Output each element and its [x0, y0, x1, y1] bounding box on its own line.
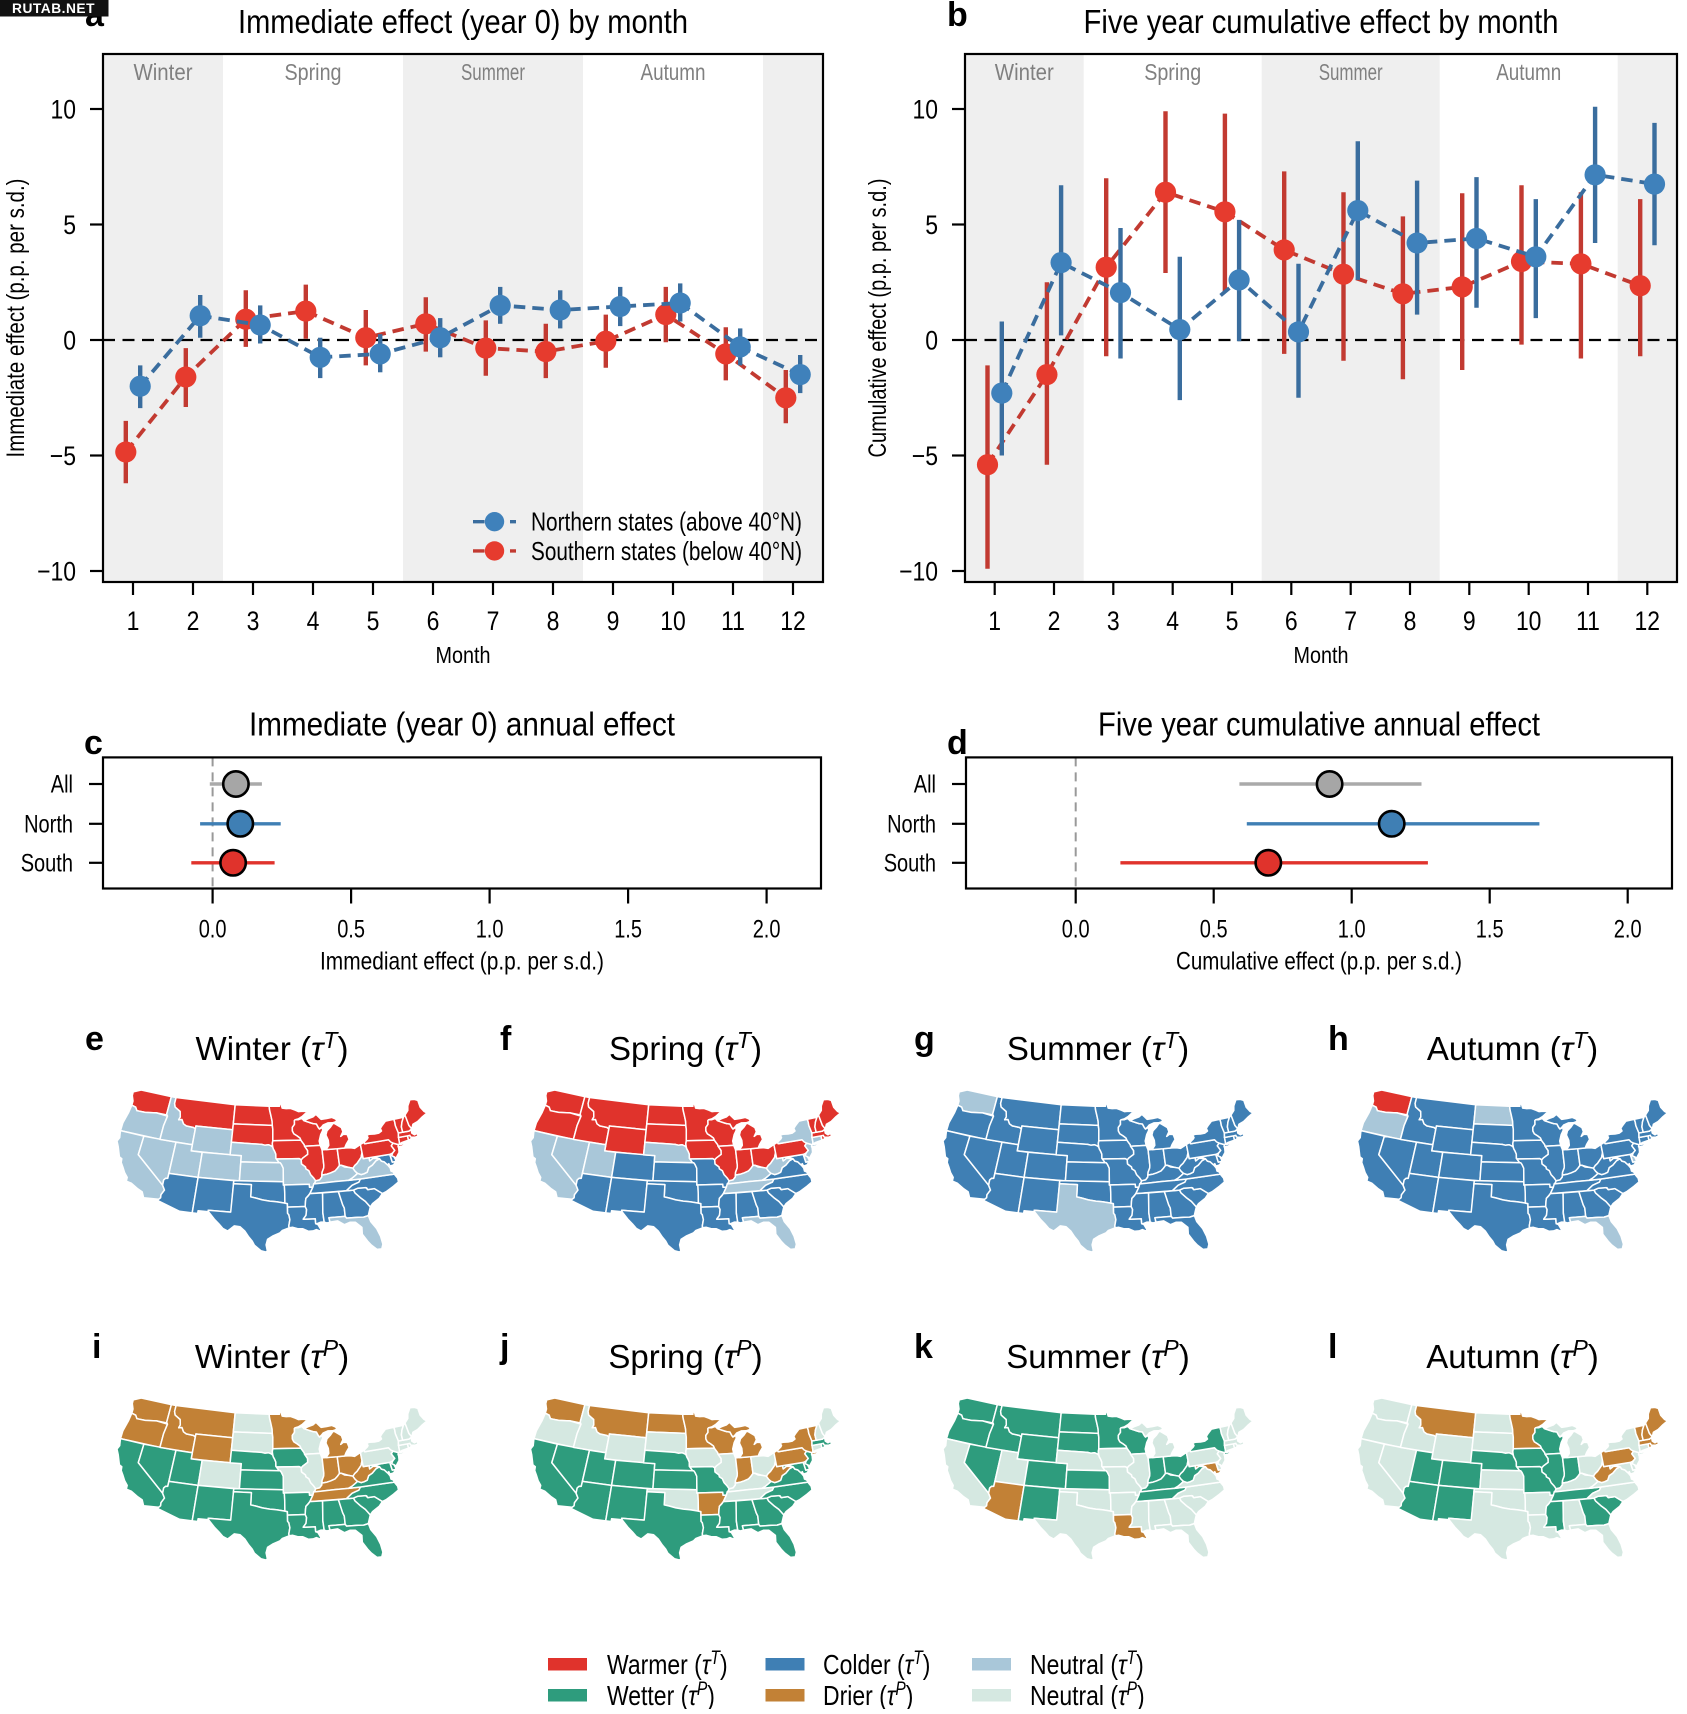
svg-text:12: 12: [1635, 606, 1661, 636]
svg-text:11: 11: [1576, 606, 1600, 636]
svg-text:4: 4: [1166, 606, 1179, 636]
svg-text:2.0: 2.0: [753, 916, 781, 944]
svg-text:−5: −5: [50, 441, 76, 471]
svg-text:Immediate effect (year 0) by m: Immediate effect (year 0) by month: [238, 3, 688, 40]
svg-text:6: 6: [1285, 606, 1298, 636]
svg-text:Immediate effect (p.p. per s.d: Immediate effect (p.p. per s.d.): [2, 179, 30, 458]
svg-text:Autumn (τP): Autumn (τP): [1426, 1335, 1599, 1375]
svg-text:North: North: [887, 810, 936, 838]
svg-text:Cumulative effect (p.p. per s.: Cumulative effect (p.p. per s.d.): [864, 179, 892, 458]
svg-text:5: 5: [1226, 606, 1239, 636]
svg-text:6: 6: [427, 606, 440, 636]
svg-text:i: i: [92, 1328, 101, 1366]
svg-text:Drier (τP): Drier (τP): [823, 1679, 913, 1709]
svg-text:j: j: [499, 1328, 509, 1366]
svg-text:Northern states (above 40°N): Northern states (above 40°N): [531, 507, 802, 537]
svg-text:Summer (τP): Summer (τP): [1006, 1335, 1190, 1375]
svg-text:2: 2: [1048, 606, 1061, 636]
svg-text:0.5: 0.5: [1200, 916, 1228, 944]
svg-text:5: 5: [925, 210, 938, 240]
svg-text:g: g: [914, 1020, 935, 1058]
svg-text:1.0: 1.0: [1338, 916, 1366, 944]
svg-text:0.0: 0.0: [199, 916, 227, 944]
svg-text:Summer: Summer: [461, 59, 525, 85]
svg-text:5: 5: [367, 606, 380, 636]
svg-text:1.0: 1.0: [476, 916, 504, 944]
svg-text:Spring (τT): Spring (τT): [609, 1027, 762, 1067]
svg-text:Summer: Summer: [1319, 59, 1383, 85]
svg-text:Autumn: Autumn: [641, 59, 706, 85]
svg-text:Immediant effect (p.p. per s.d: Immediant effect (p.p. per s.d.): [320, 948, 604, 976]
svg-text:Colder (τT): Colder (τT): [823, 1648, 930, 1680]
svg-text:Five year cumulative effect by: Five year cumulative effect by month: [1084, 3, 1559, 40]
svg-text:f: f: [500, 1020, 512, 1058]
svg-text:Five year cumulative annual ef: Five year cumulative annual effect: [1098, 706, 1540, 743]
svg-text:0.0: 0.0: [1062, 916, 1090, 944]
svg-text:Winter: Winter: [995, 59, 1054, 85]
svg-text:l: l: [1328, 1328, 1337, 1366]
svg-text:8: 8: [547, 606, 560, 636]
svg-text:h: h: [1328, 1020, 1349, 1058]
svg-text:9: 9: [607, 606, 620, 636]
svg-text:5: 5: [63, 210, 76, 240]
svg-text:b: b: [947, 0, 968, 34]
svg-text:Winter: Winter: [134, 59, 193, 85]
svg-text:Spring: Spring: [1144, 59, 1201, 85]
svg-text:10: 10: [660, 606, 686, 636]
svg-text:7: 7: [1344, 606, 1357, 636]
svg-text:All: All: [914, 771, 936, 799]
svg-text:Immediate (year 0) annual effe: Immediate (year 0) annual effect: [249, 706, 675, 743]
svg-text:c: c: [84, 724, 103, 762]
svg-text:9: 9: [1463, 606, 1476, 636]
svg-text:0: 0: [63, 326, 76, 356]
svg-text:Autumn (τT): Autumn (τT): [1427, 1027, 1598, 1067]
svg-text:8: 8: [1404, 606, 1417, 636]
svg-text:12: 12: [780, 606, 806, 636]
svg-text:−10: −10: [37, 557, 76, 587]
svg-text:0: 0: [925, 326, 938, 356]
svg-text:Cumulative effect (p.p. per s.: Cumulative effect (p.p. per s.d.): [1176, 948, 1462, 976]
svg-text:−5: −5: [912, 441, 938, 471]
svg-text:South: South: [884, 849, 936, 877]
svg-text:All: All: [51, 771, 73, 799]
svg-text:1: 1: [988, 606, 1001, 636]
svg-text:10: 10: [51, 95, 77, 125]
svg-text:2.0: 2.0: [1614, 916, 1642, 944]
svg-text:3: 3: [247, 606, 260, 636]
svg-text:Winter (τT): Winter (τT): [196, 1027, 349, 1067]
svg-text:Southern states (below 40°N): Southern states (below 40°N): [531, 536, 802, 566]
svg-text:10: 10: [1516, 606, 1542, 636]
svg-text:Warmer (τT): Warmer (τT): [607, 1648, 728, 1680]
svg-text:RUTAB.NET: RUTAB.NET: [12, 1, 95, 16]
svg-text:2: 2: [187, 606, 200, 636]
svg-text:Month: Month: [436, 642, 491, 668]
svg-text:Neutral (τP): Neutral (τP): [1030, 1679, 1145, 1709]
svg-text:d: d: [947, 724, 968, 762]
svg-text:1.5: 1.5: [1476, 916, 1504, 944]
svg-text:Summer (τT): Summer (τT): [1007, 1027, 1189, 1067]
svg-text:1: 1: [127, 606, 140, 636]
svg-text:e: e: [85, 1020, 104, 1058]
svg-text:0.5: 0.5: [337, 916, 365, 944]
svg-text:Month: Month: [1294, 642, 1349, 668]
svg-text:Neutral (τT): Neutral (τT): [1030, 1648, 1144, 1680]
svg-text:4: 4: [307, 606, 320, 636]
svg-text:3: 3: [1107, 606, 1120, 636]
svg-text:North: North: [24, 810, 73, 838]
svg-text:10: 10: [913, 95, 939, 125]
svg-text:11: 11: [721, 606, 745, 636]
svg-text:Spring: Spring: [285, 59, 342, 85]
svg-text:South: South: [21, 849, 73, 877]
svg-text:k: k: [914, 1328, 933, 1366]
svg-text:Autumn: Autumn: [1496, 59, 1561, 85]
svg-text:−10: −10: [899, 557, 938, 587]
svg-text:7: 7: [487, 606, 500, 636]
svg-text:1.5: 1.5: [614, 916, 642, 944]
